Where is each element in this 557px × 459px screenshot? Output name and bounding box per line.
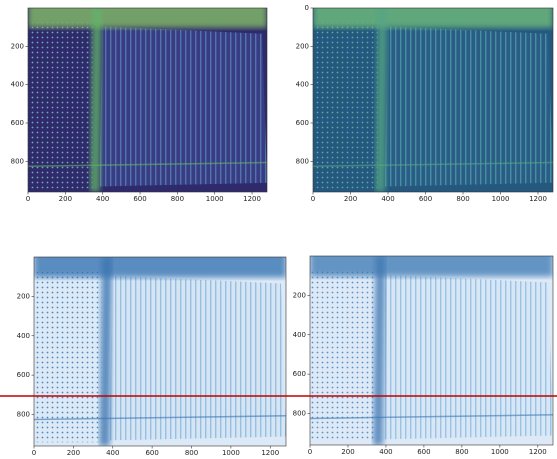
vegetation-band [313, 8, 553, 28]
x-tick-label: 200 [341, 448, 354, 456]
x-tick-label: 0 [311, 195, 315, 203]
x-tick-label: 400 [379, 448, 392, 456]
x-tick-label: 200 [67, 449, 80, 457]
y-tick-label: 200 [296, 42, 309, 50]
axes-frame [27, 7, 268, 193]
x-tick-label: 1000 [222, 449, 240, 457]
y-tick-label: 600 [293, 370, 306, 378]
x-tick-label: 400 [381, 195, 394, 203]
axes-frame [312, 7, 554, 193]
x-tick-label: 1200 [261, 449, 279, 457]
y-tick-label: 400 [17, 332, 30, 340]
vegetation-band [34, 257, 286, 278]
vegetation-strip [90, 8, 103, 192]
y-tick-label: 400 [11, 81, 24, 89]
y-tick-label: 400 [293, 331, 306, 339]
y-tick-label: 400 [296, 81, 309, 89]
x-tick-label: 1200 [529, 195, 547, 203]
striped-field [109, 275, 286, 441]
road [313, 161, 553, 167]
x-tick-label: 1200 [243, 195, 261, 203]
axes-frame [33, 256, 287, 447]
x-tick-label: 200 [344, 195, 357, 203]
road [310, 414, 553, 420]
vegetation-band [28, 8, 267, 28]
y-tick-label: 600 [296, 119, 309, 127]
y-tick-label: 800 [296, 157, 309, 165]
vegetation-strip [99, 257, 113, 446]
y-tick-label: 600 [11, 119, 24, 127]
y-tick-label: 600 [17, 371, 30, 379]
x-tick-label: 1000 [492, 195, 510, 203]
y-tick-label: 200 [293, 291, 306, 299]
y-tick-label: 800 [17, 411, 30, 419]
y-tick-label: 200 [11, 42, 24, 50]
x-tick-label: 800 [455, 448, 468, 456]
dotted-orchard [310, 271, 376, 442]
dotted-orchard [34, 272, 103, 443]
image [34, 257, 286, 446]
road [34, 415, 286, 421]
image [310, 256, 553, 445]
x-tick-label: 400 [106, 449, 119, 457]
x-tick-label: 600 [419, 195, 432, 203]
striped-field [385, 26, 553, 187]
x-tick-label: 0 [26, 195, 30, 203]
x-tick-label: 200 [59, 195, 72, 203]
x-tick-label: 800 [456, 195, 469, 203]
vegetation-strip [373, 256, 386, 445]
y-tick-label: 800 [293, 410, 306, 418]
x-tick-label: 800 [171, 195, 184, 203]
x-tick-label: 0 [308, 448, 312, 456]
y-tick-label: 0 [305, 4, 309, 12]
dotted-orchard [28, 22, 93, 189]
vegetation-strip [375, 8, 388, 192]
x-tick-label: 400 [96, 195, 109, 203]
dotted-orchard [313, 22, 378, 189]
x-tick-label: 1000 [206, 195, 224, 203]
x-tick-label: 600 [133, 195, 146, 203]
axes-frame [309, 255, 554, 446]
x-tick-label: 0 [32, 449, 36, 457]
x-tick-label: 800 [185, 449, 198, 457]
x-tick-label: 600 [417, 448, 430, 456]
y-tick-label: 200 [17, 292, 30, 300]
road [28, 161, 267, 167]
vegetation-band [310, 256, 553, 277]
x-tick-label: 1000 [491, 448, 509, 456]
striped-field [99, 26, 267, 187]
y-tick-label: 800 [11, 157, 24, 165]
image [28, 8, 267, 192]
image [313, 8, 553, 192]
x-tick-label: 600 [145, 449, 158, 457]
striped-field [382, 274, 553, 440]
x-tick-label: 1200 [529, 448, 547, 456]
